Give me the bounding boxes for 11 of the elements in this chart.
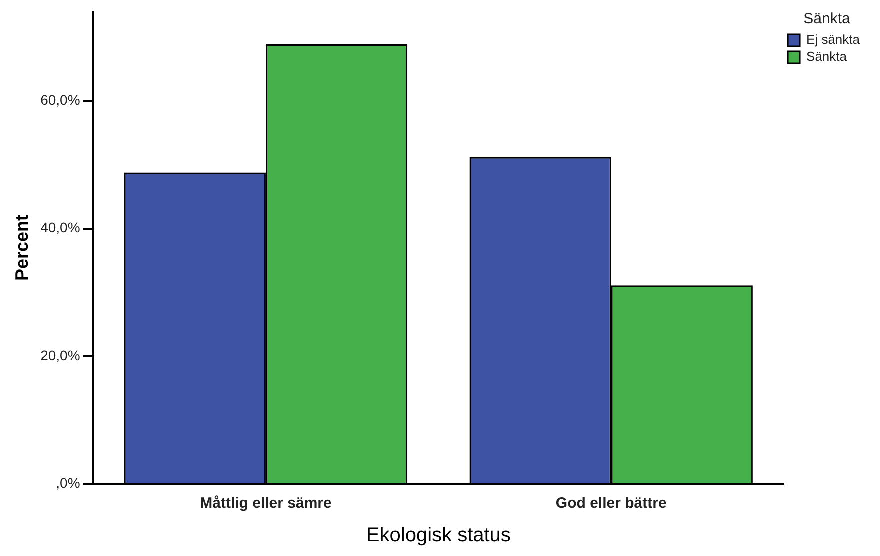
x-axis-title: Ekologisk status — [366, 524, 511, 547]
y-tick-label: 60,0% — [40, 92, 80, 108]
legend-label: Ej sänkta — [806, 32, 861, 48]
x-tick-label: God eller bättre — [556, 495, 667, 512]
y-axis-title: Percent — [12, 214, 32, 282]
legend-title: Sänkta — [804, 10, 852, 28]
legend-label: Sänkta — [806, 49, 848, 64]
y-tick-label: 20,0% — [40, 347, 80, 364]
y-tick-label: ,0% — [56, 474, 80, 491]
x-tick-label: Måttlig eller sämre — [200, 495, 332, 512]
y-tick-label: 40,0% — [40, 220, 80, 236]
